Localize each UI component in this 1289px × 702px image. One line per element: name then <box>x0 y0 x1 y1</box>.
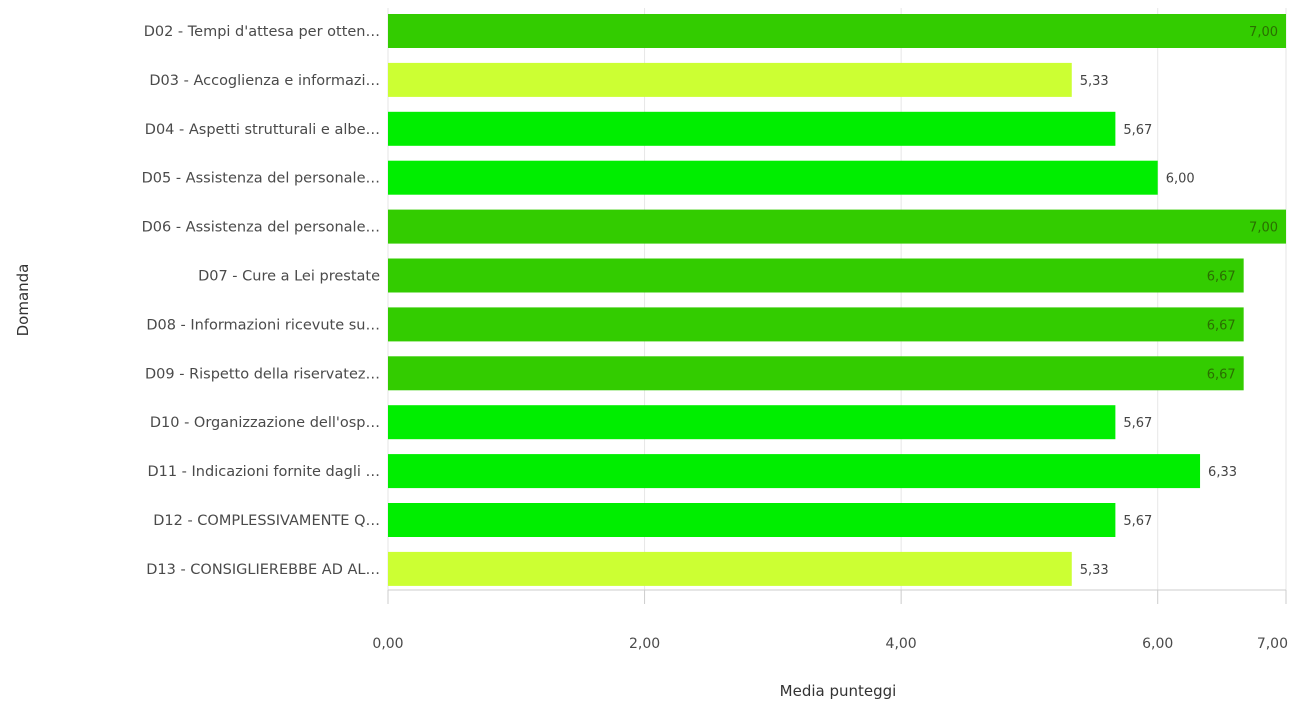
category-label: D03 - Accoglienza e informazi… <box>149 73 380 89</box>
bar <box>388 454 1201 489</box>
category-label: D10 - Organizzazione dell'osp… <box>150 415 380 431</box>
data-label: 6,67 <box>1207 270 1236 285</box>
grid-lines <box>387 8 1287 590</box>
data-label: 5,33 <box>1080 563 1109 578</box>
x-tick-label: 0,00 <box>372 636 403 652</box>
x-axis-title: Media punteggi <box>780 682 897 700</box>
category-label: D13 - CONSIGLIEREBBE AD AL… <box>146 562 380 578</box>
category-label: D11 - Indicazioni fornite dagli … <box>147 464 380 480</box>
data-label: 5,67 <box>1123 123 1152 138</box>
bar <box>388 405 1116 440</box>
category-label: D04 - Aspetti strutturali e albe… <box>145 122 380 138</box>
data-label: 6,33 <box>1208 465 1237 480</box>
y-axis-title: Domanda <box>14 264 32 337</box>
bar <box>388 62 1072 97</box>
bar <box>388 209 1286 244</box>
category-label: D06 - Assistenza del personale… <box>142 220 380 236</box>
data-label: 5,67 <box>1123 416 1152 431</box>
x-tick-label: 6,00 <box>1142 636 1173 652</box>
category-label: D09 - Rispetto della riservatez… <box>145 366 380 382</box>
bar <box>388 307 1244 342</box>
data-label: 5,33 <box>1080 74 1109 89</box>
x-axis: 0,00 2,00 4,00 6,00 7,00 <box>372 589 1288 652</box>
x-tick-label: 2,00 <box>629 636 660 652</box>
category-labels: D02 - Tempi d'attesa per otten… D03 - Acc… <box>142 24 380 578</box>
category-label: D12 - COMPLESSIVAMENTE Q… <box>153 513 380 529</box>
bars: 7,00 5,33 5,67 6,00 7,00 6,67 6,67 6,67 5,67 6,33… <box>388 14 1286 586</box>
category-label: D02 - Tempi d'attesa per otten… <box>144 24 380 40</box>
bar <box>388 14 1286 48</box>
data-label: 7,00 <box>1249 25 1278 40</box>
data-label: 7,00 <box>1249 221 1278 236</box>
bar <box>388 258 1244 293</box>
data-label: 6,67 <box>1207 367 1236 382</box>
bar <box>388 503 1116 537</box>
category-label: D08 - Informazioni ricevute su… <box>146 317 380 333</box>
bar <box>388 160 1158 195</box>
data-label: 6,00 <box>1166 172 1195 187</box>
category-label: D05 - Assistenza del personale… <box>142 171 380 187</box>
data-label: 5,67 <box>1123 514 1152 529</box>
data-label: 6,67 <box>1207 318 1236 333</box>
x-tick-label: 7,00 <box>1257 636 1288 652</box>
bar <box>388 356 1244 391</box>
bar <box>388 551 1072 586</box>
x-tick-label: 4,00 <box>886 636 917 652</box>
bar <box>388 111 1116 146</box>
category-label: D07 - Cure a Lei prestate <box>198 269 380 285</box>
